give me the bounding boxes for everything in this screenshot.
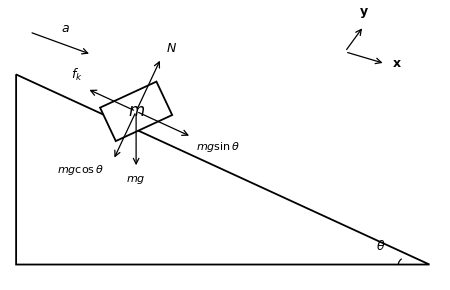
Text: $\theta$: $\theta$ bbox=[376, 239, 385, 253]
Text: $N$: $N$ bbox=[166, 42, 176, 55]
Text: $a$: $a$ bbox=[61, 22, 69, 35]
Text: $mg$: $mg$ bbox=[126, 174, 146, 186]
Text: $mg\sin\theta$: $mg\sin\theta$ bbox=[196, 140, 240, 154]
Text: $f_k$: $f_k$ bbox=[71, 67, 82, 83]
Text: $m$: $m$ bbox=[128, 103, 144, 120]
Text: $mg\cos\theta$: $mg\cos\theta$ bbox=[57, 163, 104, 177]
Text: $\mathbf{x}$: $\mathbf{x}$ bbox=[392, 57, 402, 70]
Polygon shape bbox=[100, 81, 172, 141]
Text: $\mathbf{y}$: $\mathbf{y}$ bbox=[359, 6, 369, 20]
